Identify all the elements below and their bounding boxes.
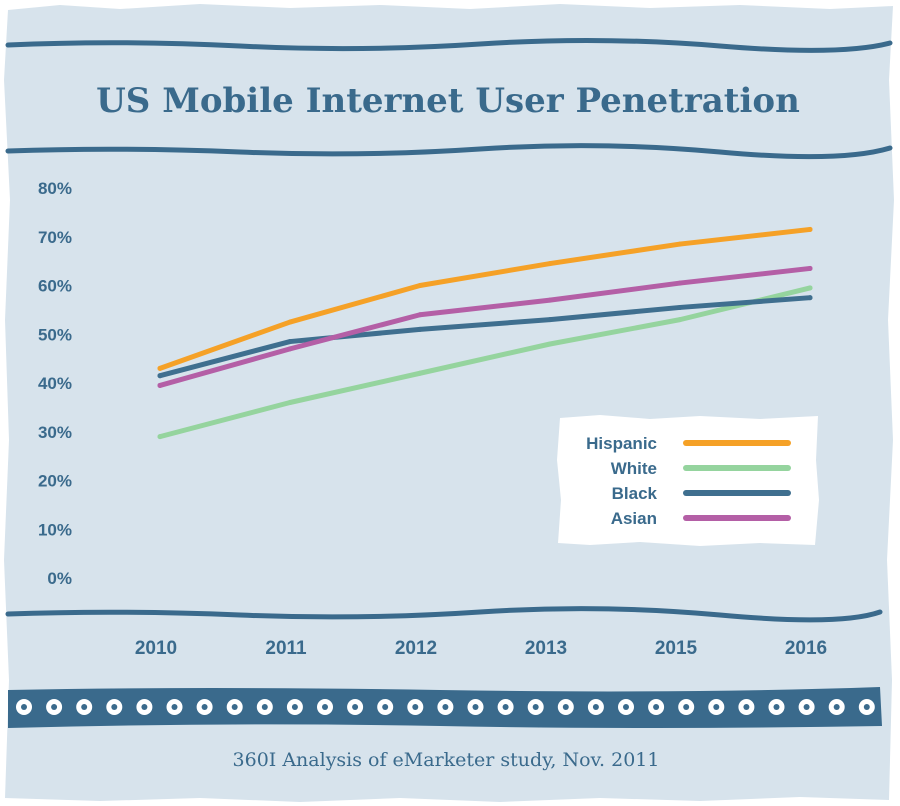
data-point-black bbox=[287, 339, 293, 345]
axis-divider bbox=[5, 606, 883, 623]
data-point-hispanic bbox=[287, 319, 293, 325]
legend-label-white: White bbox=[611, 459, 657, 478]
data-point-hispanic bbox=[677, 241, 683, 247]
x-tick-label: 2011 bbox=[265, 638, 307, 659]
data-point-black bbox=[417, 326, 423, 332]
legend-box bbox=[557, 415, 819, 546]
data-point-asian bbox=[547, 297, 553, 303]
band-dot bbox=[618, 699, 634, 715]
y-tick-label: 80% bbox=[38, 179, 72, 198]
band-dot bbox=[256, 699, 273, 715]
band-dot bbox=[828, 699, 845, 715]
series-line-hispanic bbox=[157, 226, 813, 371]
band-dot bbox=[106, 699, 123, 715]
data-point-black bbox=[157, 373, 163, 379]
x-tick-label: 2013 bbox=[525, 638, 567, 659]
data-point-asian bbox=[677, 280, 683, 286]
band-dot bbox=[437, 699, 454, 715]
data-point-asian bbox=[807, 265, 813, 271]
data-point-white bbox=[547, 341, 553, 347]
data-point-hispanic bbox=[807, 226, 813, 232]
band-dot bbox=[648, 699, 665, 715]
top-divider bbox=[5, 37, 893, 53]
band-dot bbox=[678, 699, 695, 715]
data-point-white bbox=[807, 285, 813, 291]
band-dot bbox=[587, 699, 604, 715]
data-point-white bbox=[677, 317, 683, 323]
band-dot bbox=[166, 699, 183, 715]
legend-items: Hispanic White Black Asian bbox=[586, 434, 791, 528]
band-dot bbox=[467, 699, 484, 715]
band-dot bbox=[557, 699, 574, 715]
band-dot bbox=[798, 699, 815, 715]
data-point-white bbox=[417, 370, 423, 376]
y-tick-label: 10% bbox=[38, 520, 72, 539]
legend-label-black: Black bbox=[612, 484, 658, 503]
band-dot bbox=[768, 699, 785, 715]
data-point-hispanic bbox=[157, 365, 163, 371]
data-point-black bbox=[807, 295, 813, 301]
x-tick-label: 2010 bbox=[135, 638, 177, 659]
y-tick-label: 0% bbox=[47, 569, 72, 588]
data-point-black bbox=[547, 317, 553, 323]
y-axis-ticks: 80% 70% 60% 50% 40% 30% 20% 10% 0% bbox=[38, 179, 72, 588]
band-dot bbox=[407, 699, 424, 715]
x-tick-label: 2015 bbox=[655, 638, 698, 659]
series-line-black bbox=[157, 295, 813, 379]
band-dot bbox=[527, 699, 544, 715]
y-tick-label: 70% bbox=[38, 228, 72, 247]
band-dot bbox=[16, 699, 32, 715]
band-dot bbox=[377, 699, 394, 715]
band-dot bbox=[497, 699, 514, 715]
series-line-white bbox=[157, 285, 813, 440]
y-tick-label: 20% bbox=[38, 472, 72, 491]
band-dot bbox=[76, 699, 93, 715]
y-tick-label: 40% bbox=[38, 374, 72, 393]
band-dot bbox=[226, 699, 243, 715]
x-tick-label: 2016 bbox=[785, 638, 827, 659]
legend: Hispanic White Black Asian bbox=[557, 415, 819, 546]
data-point-asian bbox=[287, 346, 293, 352]
data-point-white bbox=[287, 400, 293, 405]
band-dot bbox=[858, 699, 875, 715]
y-tick-label: 50% bbox=[38, 325, 72, 344]
x-axis-ticks: 2010 2011 2012 2013 2015 2016 bbox=[135, 638, 827, 659]
band-dot bbox=[347, 699, 364, 715]
band-dot bbox=[317, 699, 333, 715]
series-line-asian bbox=[157, 265, 813, 388]
data-point-hispanic bbox=[417, 283, 423, 288]
legend-label-asian: Asian bbox=[611, 509, 657, 528]
y-tick-label: 30% bbox=[38, 423, 72, 442]
data-point-asian bbox=[417, 312, 423, 318]
legend-label-hispanic: Hispanic bbox=[586, 434, 657, 453]
band-dots bbox=[16, 699, 875, 715]
data-point-asian bbox=[157, 382, 163, 388]
band-dot bbox=[738, 699, 755, 715]
chart-title: US Mobile Internet User Penetration bbox=[96, 81, 800, 121]
title-divider bbox=[5, 143, 893, 160]
source-note: 360I Analysis of eMarketer study, Nov. 2… bbox=[233, 749, 660, 771]
x-tick-label: 2012 bbox=[395, 638, 437, 659]
band-dot bbox=[136, 699, 153, 715]
data-point-hispanic bbox=[547, 261, 553, 267]
band-dot bbox=[196, 699, 213, 715]
data-point-black bbox=[677, 304, 683, 310]
y-tick-label: 60% bbox=[38, 277, 72, 296]
series-lines bbox=[157, 226, 813, 440]
band-dot bbox=[46, 699, 63, 715]
band-dot bbox=[286, 699, 303, 715]
paper-background bbox=[4, 4, 894, 802]
data-point-white bbox=[157, 434, 163, 440]
band-dot bbox=[708, 699, 725, 715]
